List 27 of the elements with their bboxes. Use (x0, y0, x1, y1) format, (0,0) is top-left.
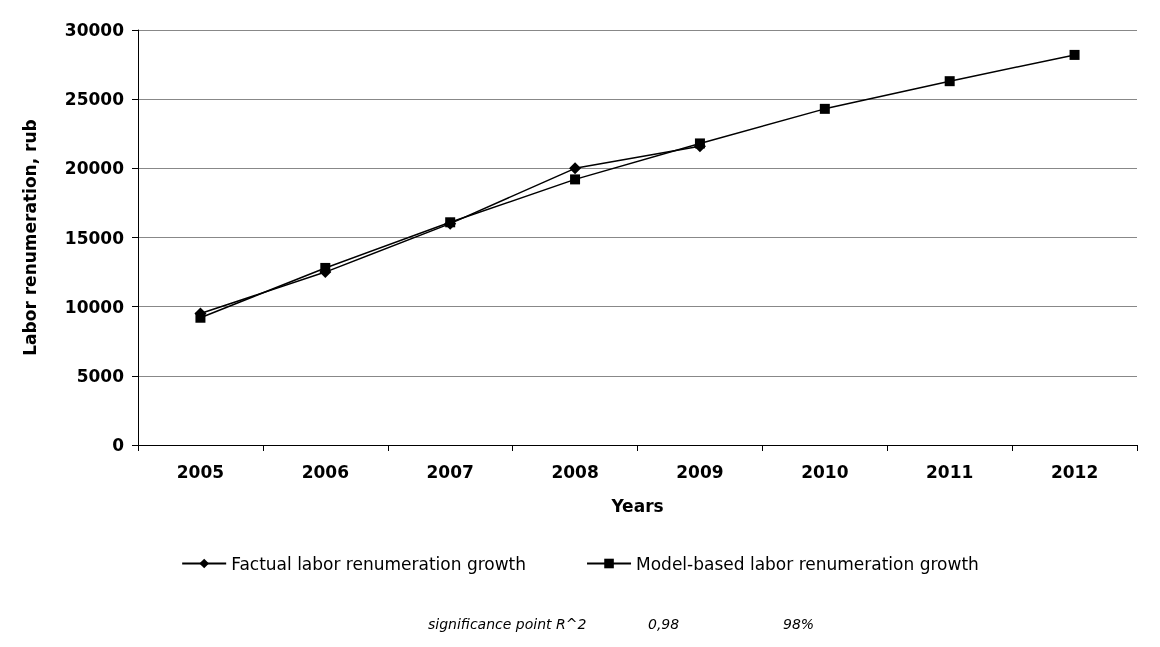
y-tick-label: 30000 (64, 20, 125, 40)
x-tick-label: 2009 (676, 461, 724, 482)
point (569, 162, 582, 175)
x-axis-title: Years (610, 495, 664, 516)
x-tick-label: 2008 (551, 461, 599, 482)
x-tick-label: 2011 (926, 461, 974, 482)
x-tick-label: 2007 (426, 461, 474, 482)
legend-label: Model-based labor renumeration growth (636, 553, 979, 574)
x-tick-label: 2012 (1050, 461, 1099, 482)
y-tick-label: 5000 (76, 365, 125, 386)
point (944, 76, 955, 87)
x-tick-label: 2006 (301, 461, 349, 482)
point (1069, 49, 1080, 60)
y-axis-title: Labor renumeration, rub (19, 119, 40, 356)
x-tick-label: 2005 (176, 461, 225, 482)
point (819, 103, 830, 114)
y-tick-label: 20000 (64, 158, 125, 179)
text: 98% (783, 616, 815, 632)
point (570, 174, 581, 185)
text: 0,98 (648, 616, 680, 632)
y-tick-label: 15000 (64, 227, 125, 248)
legend-label: Factual labor renumeration growth (231, 553, 527, 574)
text: significance point R^2 (428, 616, 587, 632)
x-tick-label: 2010 (801, 461, 849, 482)
y-tick-label: 0 (112, 435, 125, 455)
y-tick-label: 25000 (64, 89, 125, 110)
y-tick-label: 10000 (64, 296, 125, 317)
